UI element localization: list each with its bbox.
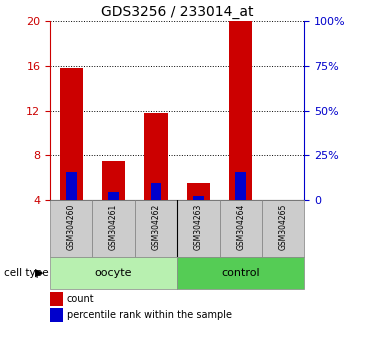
Bar	[135, 200, 177, 257]
Bar	[144, 113, 168, 200]
Bar	[235, 172, 246, 200]
Bar	[229, 21, 252, 200]
Bar	[177, 200, 220, 257]
Bar	[177, 257, 304, 289]
Bar	[92, 200, 135, 257]
Text: cell type: cell type	[4, 268, 48, 278]
Title: GDS3256 / 233014_at: GDS3256 / 233014_at	[101, 5, 253, 19]
Text: ▶: ▶	[35, 268, 43, 278]
Text: GSM304263: GSM304263	[194, 204, 203, 250]
Text: percentile rank within the sample: percentile rank within the sample	[67, 310, 232, 320]
Bar	[102, 161, 125, 200]
Bar	[108, 192, 119, 200]
Bar	[193, 195, 204, 200]
Bar	[66, 172, 76, 200]
Text: GSM304262: GSM304262	[151, 204, 161, 250]
Bar	[220, 200, 262, 257]
Text: oocyte: oocyte	[95, 268, 132, 278]
Bar	[262, 200, 304, 257]
Text: count: count	[67, 294, 94, 304]
Bar	[50, 257, 177, 289]
Text: GSM304261: GSM304261	[109, 204, 118, 250]
Text: GSM304265: GSM304265	[279, 204, 288, 250]
Bar	[151, 183, 161, 200]
Text: GSM304260: GSM304260	[67, 204, 76, 250]
Text: GSM304264: GSM304264	[236, 204, 245, 250]
Bar	[60, 68, 83, 200]
Bar	[50, 200, 92, 257]
Text: control: control	[221, 268, 260, 278]
Bar	[187, 183, 210, 200]
